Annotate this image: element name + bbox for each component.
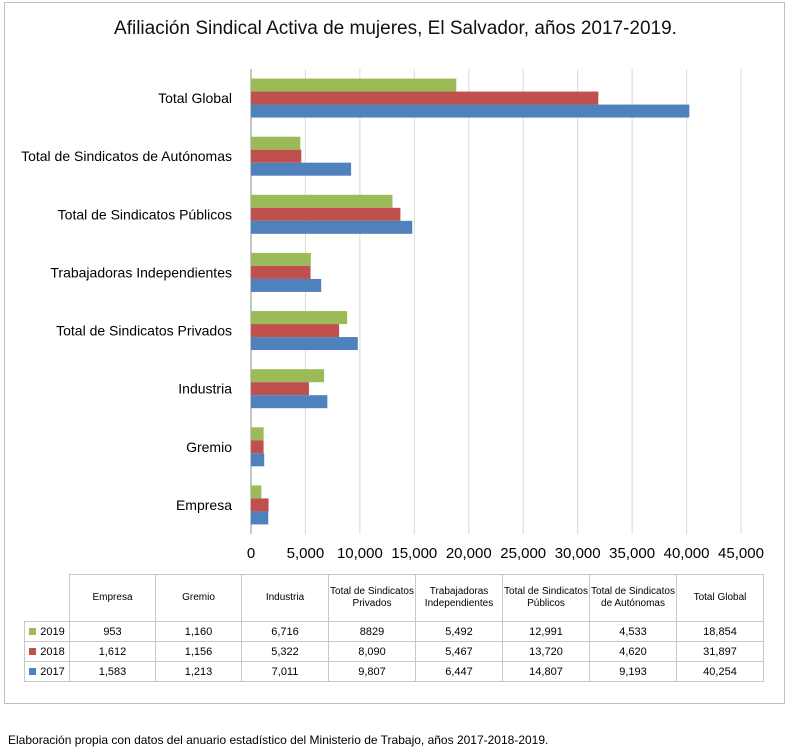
chart-title: Afiliación Sindical Activa de mujeres, E… [114,18,677,39]
bar-2019 [251,78,457,92]
table-cell: 5,322 [241,641,329,662]
source-note: Elaboración propia con datos del anuario… [8,733,549,747]
x-tick-label: 10,000 [337,545,383,562]
category-label: Total de Sindicatos de Autónomas [21,148,232,164]
category-label: Trabajadoras Independientes [50,264,232,280]
bar-2018 [251,265,311,279]
category-label: Industria [178,381,232,397]
table-cell: 6,716 [241,621,329,642]
bar-2018 [251,440,264,454]
table-cell: 13,720 [502,641,590,662]
row-legend-key: 2017 [24,661,70,682]
table-cell: 14,807 [502,661,590,682]
row-legend-key: 2019 [24,621,70,642]
category-label: Total Global [158,90,232,106]
table-cell: 1,156 [155,641,242,662]
table-row: 2019 953 1,160 6,716 8829 5,492 12,991 4,533 18,… [24,621,764,642]
legend-swatch [29,668,37,676]
bar-2017 [251,395,328,409]
bar-2017 [251,278,322,292]
table-cell: 9,193 [589,661,677,682]
bar-2017 [251,337,358,351]
x-tick-label: 25,000 [500,545,546,562]
table-cell: 40,254 [676,661,764,682]
table-cell: 5,492 [415,621,503,642]
category-label: Gremio [186,439,232,455]
x-tick-label: 20,000 [446,545,492,562]
table-cell: 8,090 [328,641,416,662]
bar-2019 [251,311,348,325]
table-cell: 8829 [328,621,416,642]
row-label: 2017 [40,665,65,678]
table-cell: 31,897 [676,641,764,662]
x-tick-label: 0 [247,545,255,562]
table-cell: 1,583 [69,661,156,682]
x-tick-label: 30,000 [555,545,601,562]
bar-2017 [251,104,690,118]
column-header: Empresa [69,574,156,622]
row-label: 2019 [40,625,65,638]
column-header: Gremio [155,574,242,622]
category-label: Total de Sindicatos Privados [56,323,232,339]
bar-2018 [251,324,340,338]
legend-swatch [29,648,37,656]
bar-2018 [251,207,401,221]
table-corner [24,574,70,622]
bar-2017 [251,162,352,176]
column-header: Total de Sindicatos Privados [328,574,416,622]
table-cell: 1,160 [155,621,242,642]
bar-2018 [251,382,309,396]
table-cell: 5,467 [415,641,503,662]
row-legend-key: 2018 [24,641,70,662]
bar-2017 [251,220,413,234]
table-cell: 953 [69,621,156,642]
x-tick-label: 45,000 [718,545,764,562]
column-header: Industria [241,574,329,622]
bar-2019 [251,485,262,499]
row-label: 2018 [40,645,65,658]
column-header: Total de Sindicatos de Autónomas [589,574,677,622]
table-row: 2017 1,583 1,213 7,011 9,807 6,447 14,807 9,193… [24,661,764,682]
bar-2019 [251,369,325,383]
table-cell: 4,533 [589,621,677,642]
table-cell: 7,011 [241,661,329,682]
table-cell: 18,854 [676,621,764,642]
column-header: Total Global [676,574,764,622]
table-cell: 1,612 [69,641,156,662]
table-cell: 4,620 [589,641,677,662]
table-cell: 6,447 [415,661,503,682]
bar-2019 [251,136,301,150]
bar-2018 [251,498,269,512]
bar-chart-plot: 0 5,000 10,000 15,000 20,000 25,000 30,000 35,0… [21,69,764,562]
bar-2019 [251,252,311,266]
table-header-row: Empresa Gremio Industria Total de Sindic… [24,574,764,622]
bar-2019 [251,194,393,208]
legend-swatch [29,628,37,636]
category-label: Total de Sindicatos Públicos [58,206,232,222]
x-tick-label: 40,000 [664,545,710,562]
table-cell: 1,213 [155,661,242,682]
data-table: Empresa Gremio Industria Total de Sindic… [24,574,764,682]
x-tick-label: 5,000 [287,545,325,562]
bar-2017 [251,453,265,467]
x-tick-label: 35,000 [609,545,655,562]
category-label: Empresa [176,497,232,513]
bar-2018 [251,149,302,163]
bar-2019 [251,427,264,441]
table-cell: 12,991 [502,621,590,642]
bar-2017 [251,511,269,525]
bar-2018 [251,91,599,105]
column-header: Trabajadoras Independientes [415,574,503,622]
column-header: Total de Sindicatos Públicos [502,574,590,622]
table-cell: 9,807 [328,661,416,682]
table-row: 2018 1,612 1,156 5,322 8,090 5,467 13,720 4,620… [24,641,764,662]
x-tick-label: 15,000 [391,545,437,562]
